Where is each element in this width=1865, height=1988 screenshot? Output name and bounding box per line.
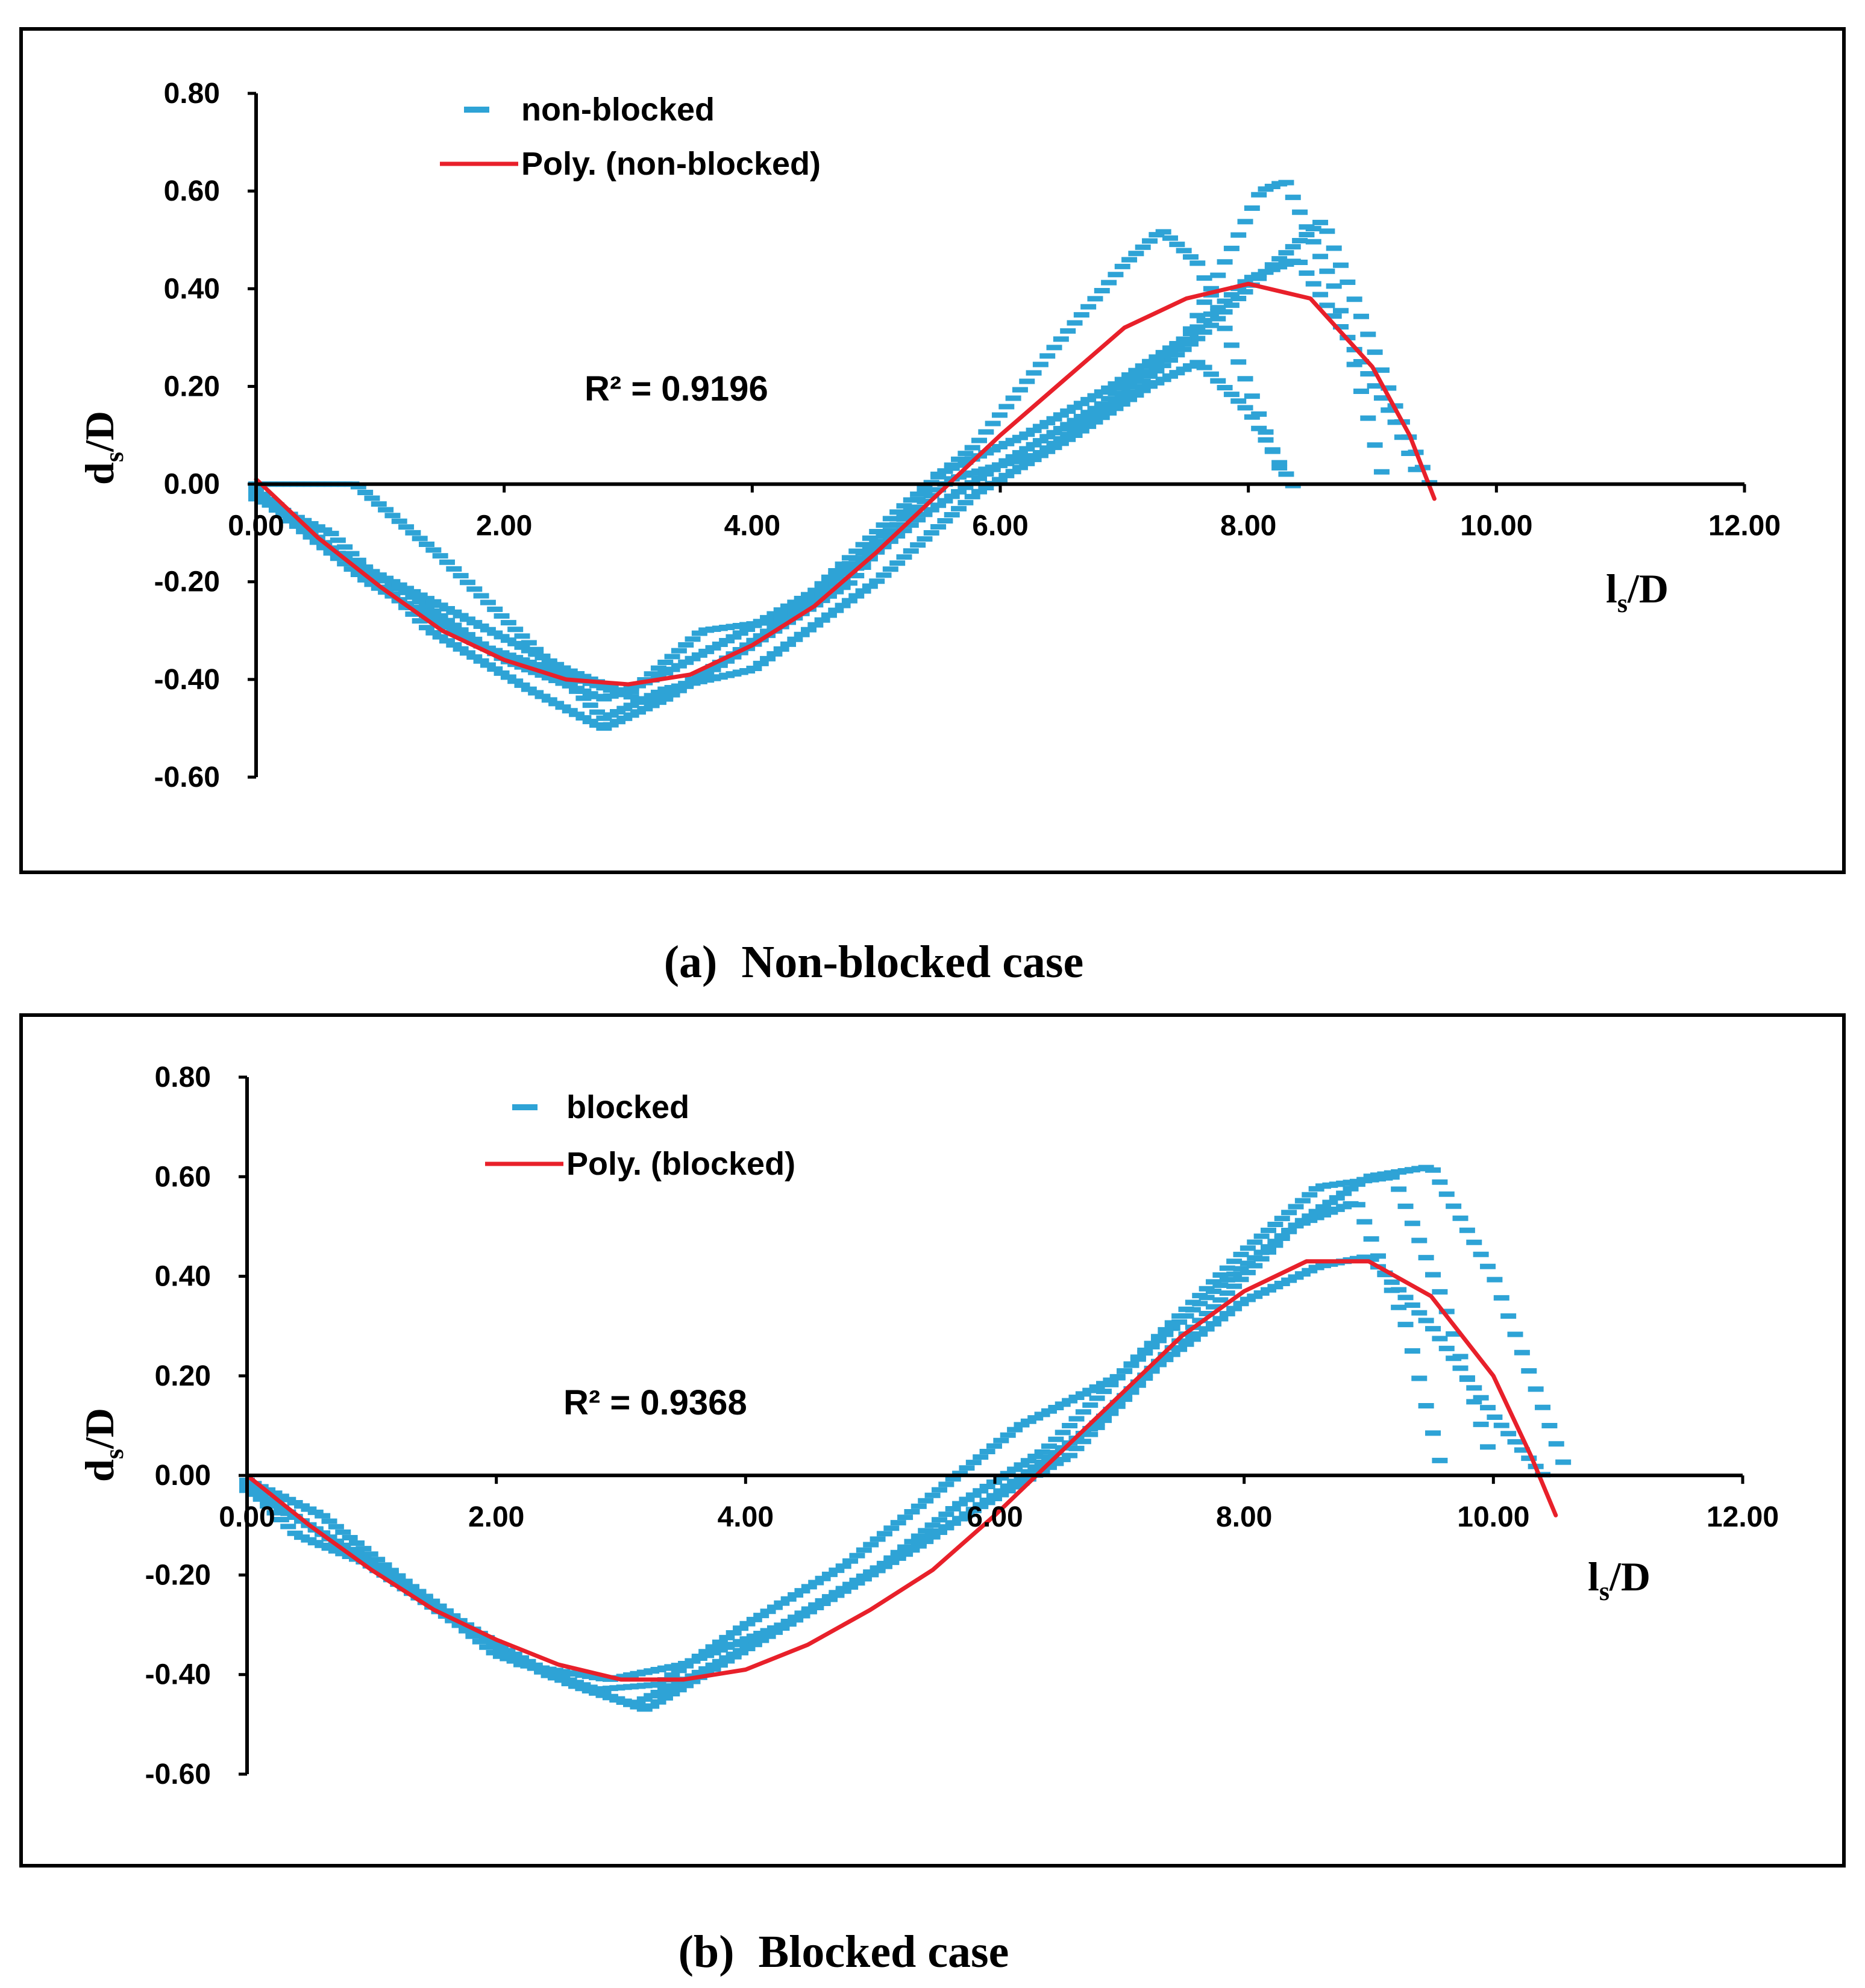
x-tick-label: 2.00 <box>468 1501 524 1533</box>
chart-a-frame <box>19 27 1846 874</box>
y-axis-title-sub: s <box>99 452 129 462</box>
caption-a-text: Non-blocked case <box>741 937 1083 987</box>
x-tick-label: 8.00 <box>1216 1501 1272 1533</box>
y-tick-label: -0.20 <box>145 1559 211 1591</box>
chart-panel-a: 0.80 0.60 0.40 0.20 0.00 -0.20 -0.40 -0.60 0.00 2… <box>0 0 1865 988</box>
legend-trend-label: Poly. (non-blocked) <box>521 146 821 182</box>
y-tick-label: 0.60 <box>155 1161 211 1193</box>
profile-2 <box>239 1174 1496 1707</box>
chart-b-legend: blocked Poly. (blocked) <box>485 1089 795 1182</box>
x-tick-label: 12.00 <box>1707 1501 1779 1533</box>
profile-3 <box>239 1164 1572 1712</box>
y-tick-label: 0.00 <box>164 469 220 501</box>
legend-series-label: non-blocked <box>521 92 715 128</box>
chart-a-legend: non-blocked Poly. (non-blocked) <box>440 92 821 182</box>
caption-b-label: (b) <box>679 1927 735 1977</box>
x-axis-title-main: l <box>1588 1554 1599 1599</box>
x-tick-label: 8.00 <box>1220 510 1276 542</box>
r-squared-label: R² = 0.9368 <box>563 1383 747 1422</box>
y-tick-label: 0.20 <box>164 370 220 402</box>
y-tick-label: -0.60 <box>154 761 220 793</box>
y-axis-title-main: d <box>77 1459 122 1482</box>
legend-trend-label: Poly. (blocked) <box>566 1146 795 1182</box>
x-axis-title-tail: /D <box>1609 1554 1650 1599</box>
y-axis-title-sub: s <box>99 1449 129 1459</box>
profile-1 <box>239 1201 1448 1692</box>
x-axis-title: ls/D <box>1588 1554 1650 1606</box>
chart-panel-b: 0.80 0.60 0.40 0.20 0.00 -0.20 -0.40 -0.60 0.00 2… <box>0 988 1865 1988</box>
y-tick-label: 0.80 <box>164 78 220 110</box>
y-axis-title: ds/D <box>77 411 129 485</box>
x-tick-label: 2.00 <box>476 510 532 542</box>
y-tick-label: 0.20 <box>155 1360 211 1392</box>
profile-4 <box>239 1254 1551 1682</box>
y-tick-label: 0.40 <box>155 1261 211 1293</box>
x-tick-label: 6.00 <box>972 510 1028 542</box>
profile-3 <box>248 180 1390 731</box>
caption-b-text: Blocked case <box>759 1927 1009 1977</box>
y-axis-title-tail: /D <box>77 1408 122 1449</box>
x-tick-label: 0.00 <box>228 510 284 542</box>
x-axis-title: ls/D <box>1606 566 1669 618</box>
x-axis-title-sub: s <box>1617 589 1628 618</box>
y-tick-label: 0.60 <box>164 175 220 207</box>
x-tick-label: 4.00 <box>718 1501 774 1533</box>
y-axis-title-tail: /D <box>77 411 122 452</box>
x-tick-label: 6.00 <box>967 1501 1023 1533</box>
chart-b-frame <box>19 1013 1846 1868</box>
x-axis-title-sub: s <box>1599 1577 1610 1606</box>
x-axis-title-main: l <box>1606 566 1617 611</box>
x-tick-label: 0.00 <box>219 1501 275 1533</box>
y-tick-label: 0.80 <box>155 1061 211 1093</box>
legend-series-label: blocked <box>566 1089 689 1125</box>
caption-a: (a) Non-blocked case <box>664 937 1084 987</box>
y-tick-label: 0.00 <box>155 1460 211 1492</box>
x-tick-label: 10.00 <box>1460 510 1532 542</box>
caption-a-label: (a) <box>664 937 718 987</box>
y-axis-title: ds/D <box>77 1408 129 1482</box>
y-tick-label: -0.40 <box>145 1659 211 1691</box>
y-tick-label: -0.60 <box>145 1758 211 1790</box>
y-axis-title-main: d <box>77 462 122 485</box>
poly-fit-line <box>254 281 1437 687</box>
x-tick-label: 10.00 <box>1457 1501 1529 1533</box>
caption-b: (b) Blocked case <box>679 1927 1009 1977</box>
y-tick-label: -0.20 <box>154 566 220 598</box>
r-squared-label: R² = 0.9196 <box>585 369 768 408</box>
y-tick-label: 0.40 <box>164 273 220 305</box>
x-axis-title-tail: /D <box>1627 566 1669 611</box>
chart-a-svg: 0.800.600.400.200.00-0.20-0.40-0.600.00 2… <box>19 27 1846 987</box>
x-tick-label: 12.00 <box>1708 510 1781 542</box>
chart-b-svg: 0.800.600.400.200.00-0.20-0.40-0.600.00 2… <box>19 1013 1846 1977</box>
y-tick-label: -0.40 <box>154 664 220 696</box>
x-tick-label: 4.00 <box>724 510 780 542</box>
poly-fit-line <box>245 1259 1558 1682</box>
